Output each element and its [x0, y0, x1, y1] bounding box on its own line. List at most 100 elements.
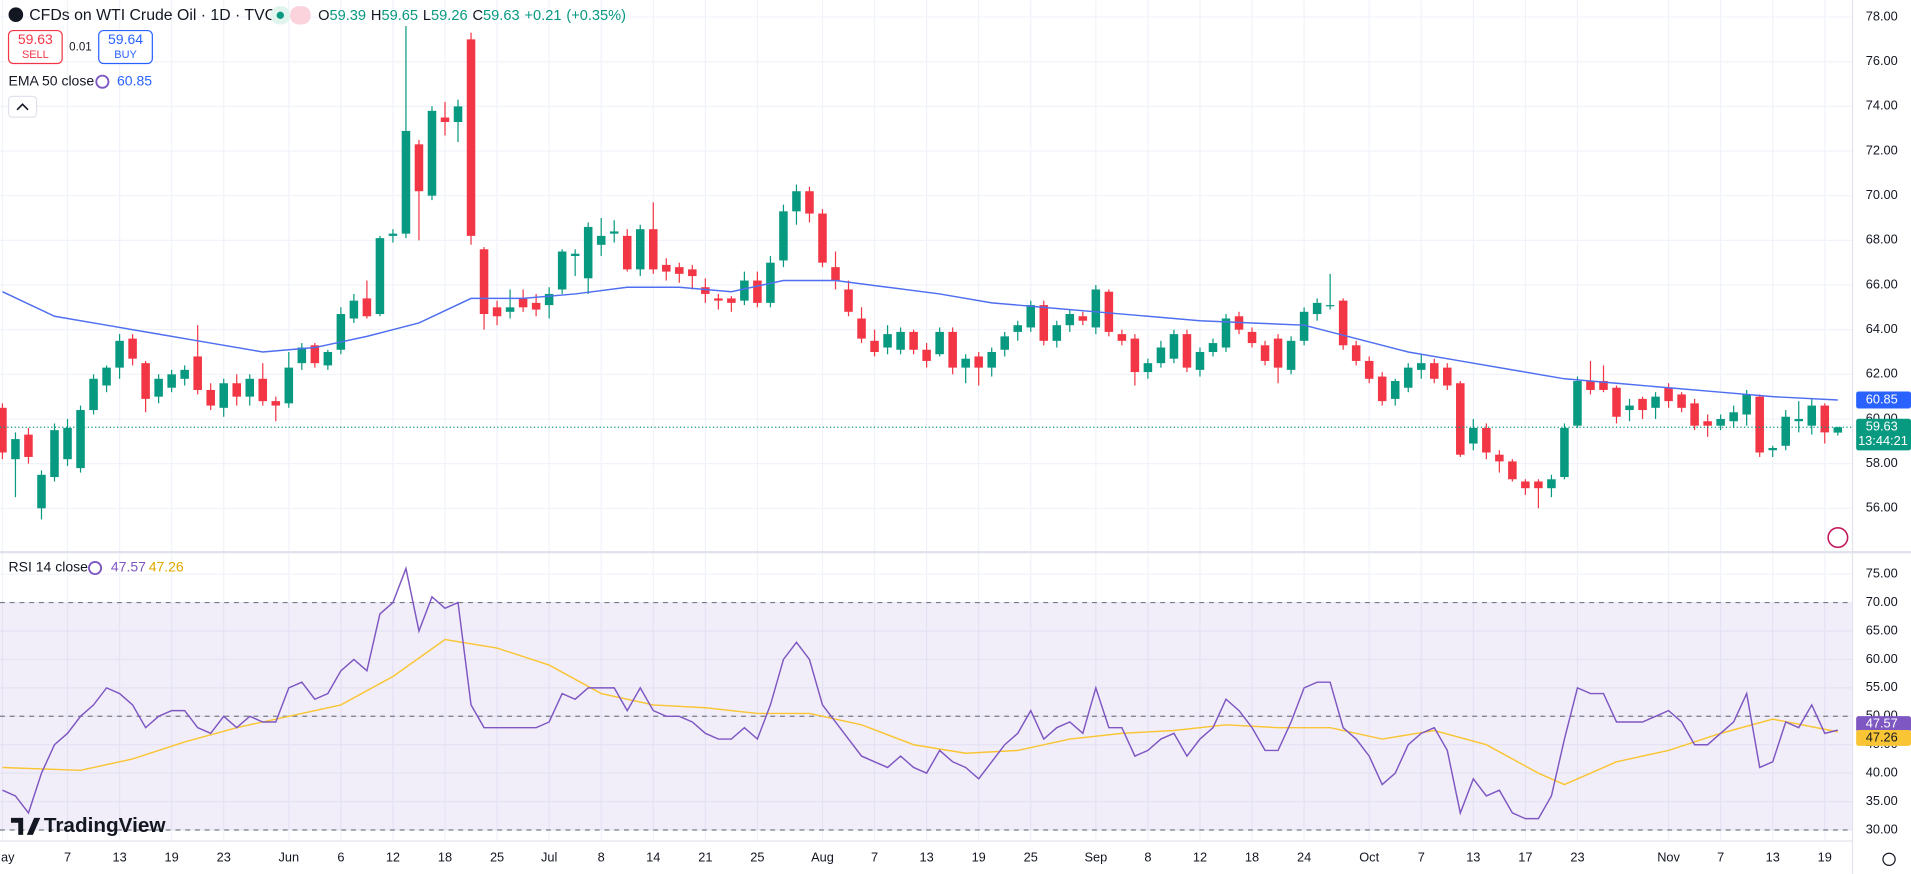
candle-body [1599, 381, 1608, 390]
buy-label[interactable]: BUY [114, 49, 137, 61]
candle-body [870, 340, 879, 352]
y-tick-label: 58.00 [1866, 455, 1898, 470]
y-tick-label: 78.00 [1866, 8, 1898, 23]
x-tick-label: 19 [165, 849, 179, 864]
ema-icon[interactable] [95, 74, 110, 89]
candle-body [961, 358, 970, 368]
candle-body [857, 318, 866, 339]
x-tick-label: Jul [541, 849, 557, 864]
logo[interactable]: TradingView [44, 814, 166, 837]
spread: 0.01 [69, 42, 92, 54]
sell-button[interactable] [7, 29, 63, 65]
ohlc-label: O [318, 8, 329, 24]
candle-body [37, 474, 46, 509]
candle-body [245, 378, 255, 397]
candle-body [1091, 289, 1101, 328]
y-tick-label: 76.00 [1866, 53, 1898, 68]
x-tick-label: 8 [1144, 849, 1151, 864]
sell-price[interactable]: 59.63 [18, 31, 53, 47]
candle-body [336, 314, 346, 350]
ohlc-label: L [423, 8, 431, 24]
candle-body [1221, 318, 1231, 348]
candle-body [1807, 405, 1817, 426]
x-tick-label: Sep [1084, 849, 1107, 864]
candle-body [1351, 345, 1361, 361]
candle-body [375, 238, 385, 315]
x-tick-label: 19 [972, 849, 986, 864]
candle-body [180, 369, 189, 379]
y-tick-label: 56.00 [1866, 500, 1898, 515]
candle-body [219, 383, 228, 408]
candle-body [688, 269, 697, 277]
symbol-icon[interactable] [8, 7, 24, 23]
candle-body [141, 363, 150, 399]
buy-price[interactable]: 59.64 [108, 31, 143, 47]
x-tick-label: 23 [1570, 849, 1584, 864]
settings-icon[interactable] [1882, 852, 1896, 866]
ohlc-value: 59.39 [329, 8, 366, 24]
candle-body [1456, 383, 1465, 455]
candle-body [63, 427, 72, 460]
candle-body [1312, 302, 1322, 315]
candle-body [1482, 427, 1491, 453]
candle-body [362, 298, 372, 317]
candle-body [1416, 363, 1426, 370]
candle-body [115, 340, 124, 368]
candle-body [1820, 405, 1830, 433]
candle-body [1716, 418, 1725, 426]
candle-body [622, 235, 632, 270]
x-tick-label: Nov [1657, 849, 1680, 864]
candle-body [649, 229, 658, 270]
candle-body [1625, 405, 1634, 411]
candle-body [1052, 325, 1062, 341]
candle-body [935, 331, 944, 355]
candle-body [714, 298, 723, 301]
x-tick-label: 18 [438, 849, 452, 864]
rsi-icon[interactable] [88, 561, 103, 576]
candle-body [1495, 454, 1504, 462]
candle-body [570, 253, 580, 256]
candle-body [1338, 300, 1348, 346]
candle-body [1729, 412, 1738, 422]
symbol-title[interactable]: CFDs on WTI Crude Oil · 1D · TVC [29, 7, 276, 24]
alert-icon[interactable] [1827, 527, 1849, 549]
x-tick-label: 18 [1245, 849, 1259, 864]
x-tick-label: 25 [750, 849, 764, 864]
x-tick-label: 14 [646, 849, 660, 864]
candle-body [1690, 403, 1699, 426]
candle-body [792, 191, 801, 212]
y-tick-label: 65.00 [1866, 622, 1898, 637]
candle-body [1573, 381, 1582, 426]
chevron [16, 103, 29, 111]
candle-body [740, 280, 749, 301]
candle-body [557, 251, 567, 290]
x-tick-label: 25 [490, 849, 504, 864]
buy-button[interactable] [98, 29, 153, 65]
candle-body [1547, 479, 1556, 489]
candle-body [1026, 305, 1036, 328]
candle-body [492, 307, 502, 317]
candle-body [1443, 367, 1452, 386]
candle-body [440, 117, 450, 122]
y-tick-label: 70.00 [1866, 594, 1898, 609]
candle-body [727, 298, 736, 303]
candle-body [518, 298, 528, 308]
candle-body [167, 374, 176, 388]
rsi-line [2, 638, 1838, 786]
candle-body [662, 264, 671, 272]
candle-body [583, 226, 593, 279]
candle-body [1299, 311, 1309, 341]
x-tick-label: 25 [1024, 849, 1038, 864]
collapse-button[interactable] [7, 95, 38, 118]
candle-body [232, 383, 242, 397]
sell-label[interactable]: SELL [22, 49, 49, 61]
candle-body [388, 233, 398, 236]
ema-legend[interactable]: EMA 50 close [9, 72, 95, 88]
rsi-legend[interactable]: RSI 14 close [9, 559, 89, 575]
candle-body [609, 231, 619, 234]
status-dot [276, 11, 284, 19]
rsi-tag-label: 47.57 [1866, 715, 1898, 730]
candle-body [1781, 416, 1790, 446]
candle-body [284, 367, 294, 404]
